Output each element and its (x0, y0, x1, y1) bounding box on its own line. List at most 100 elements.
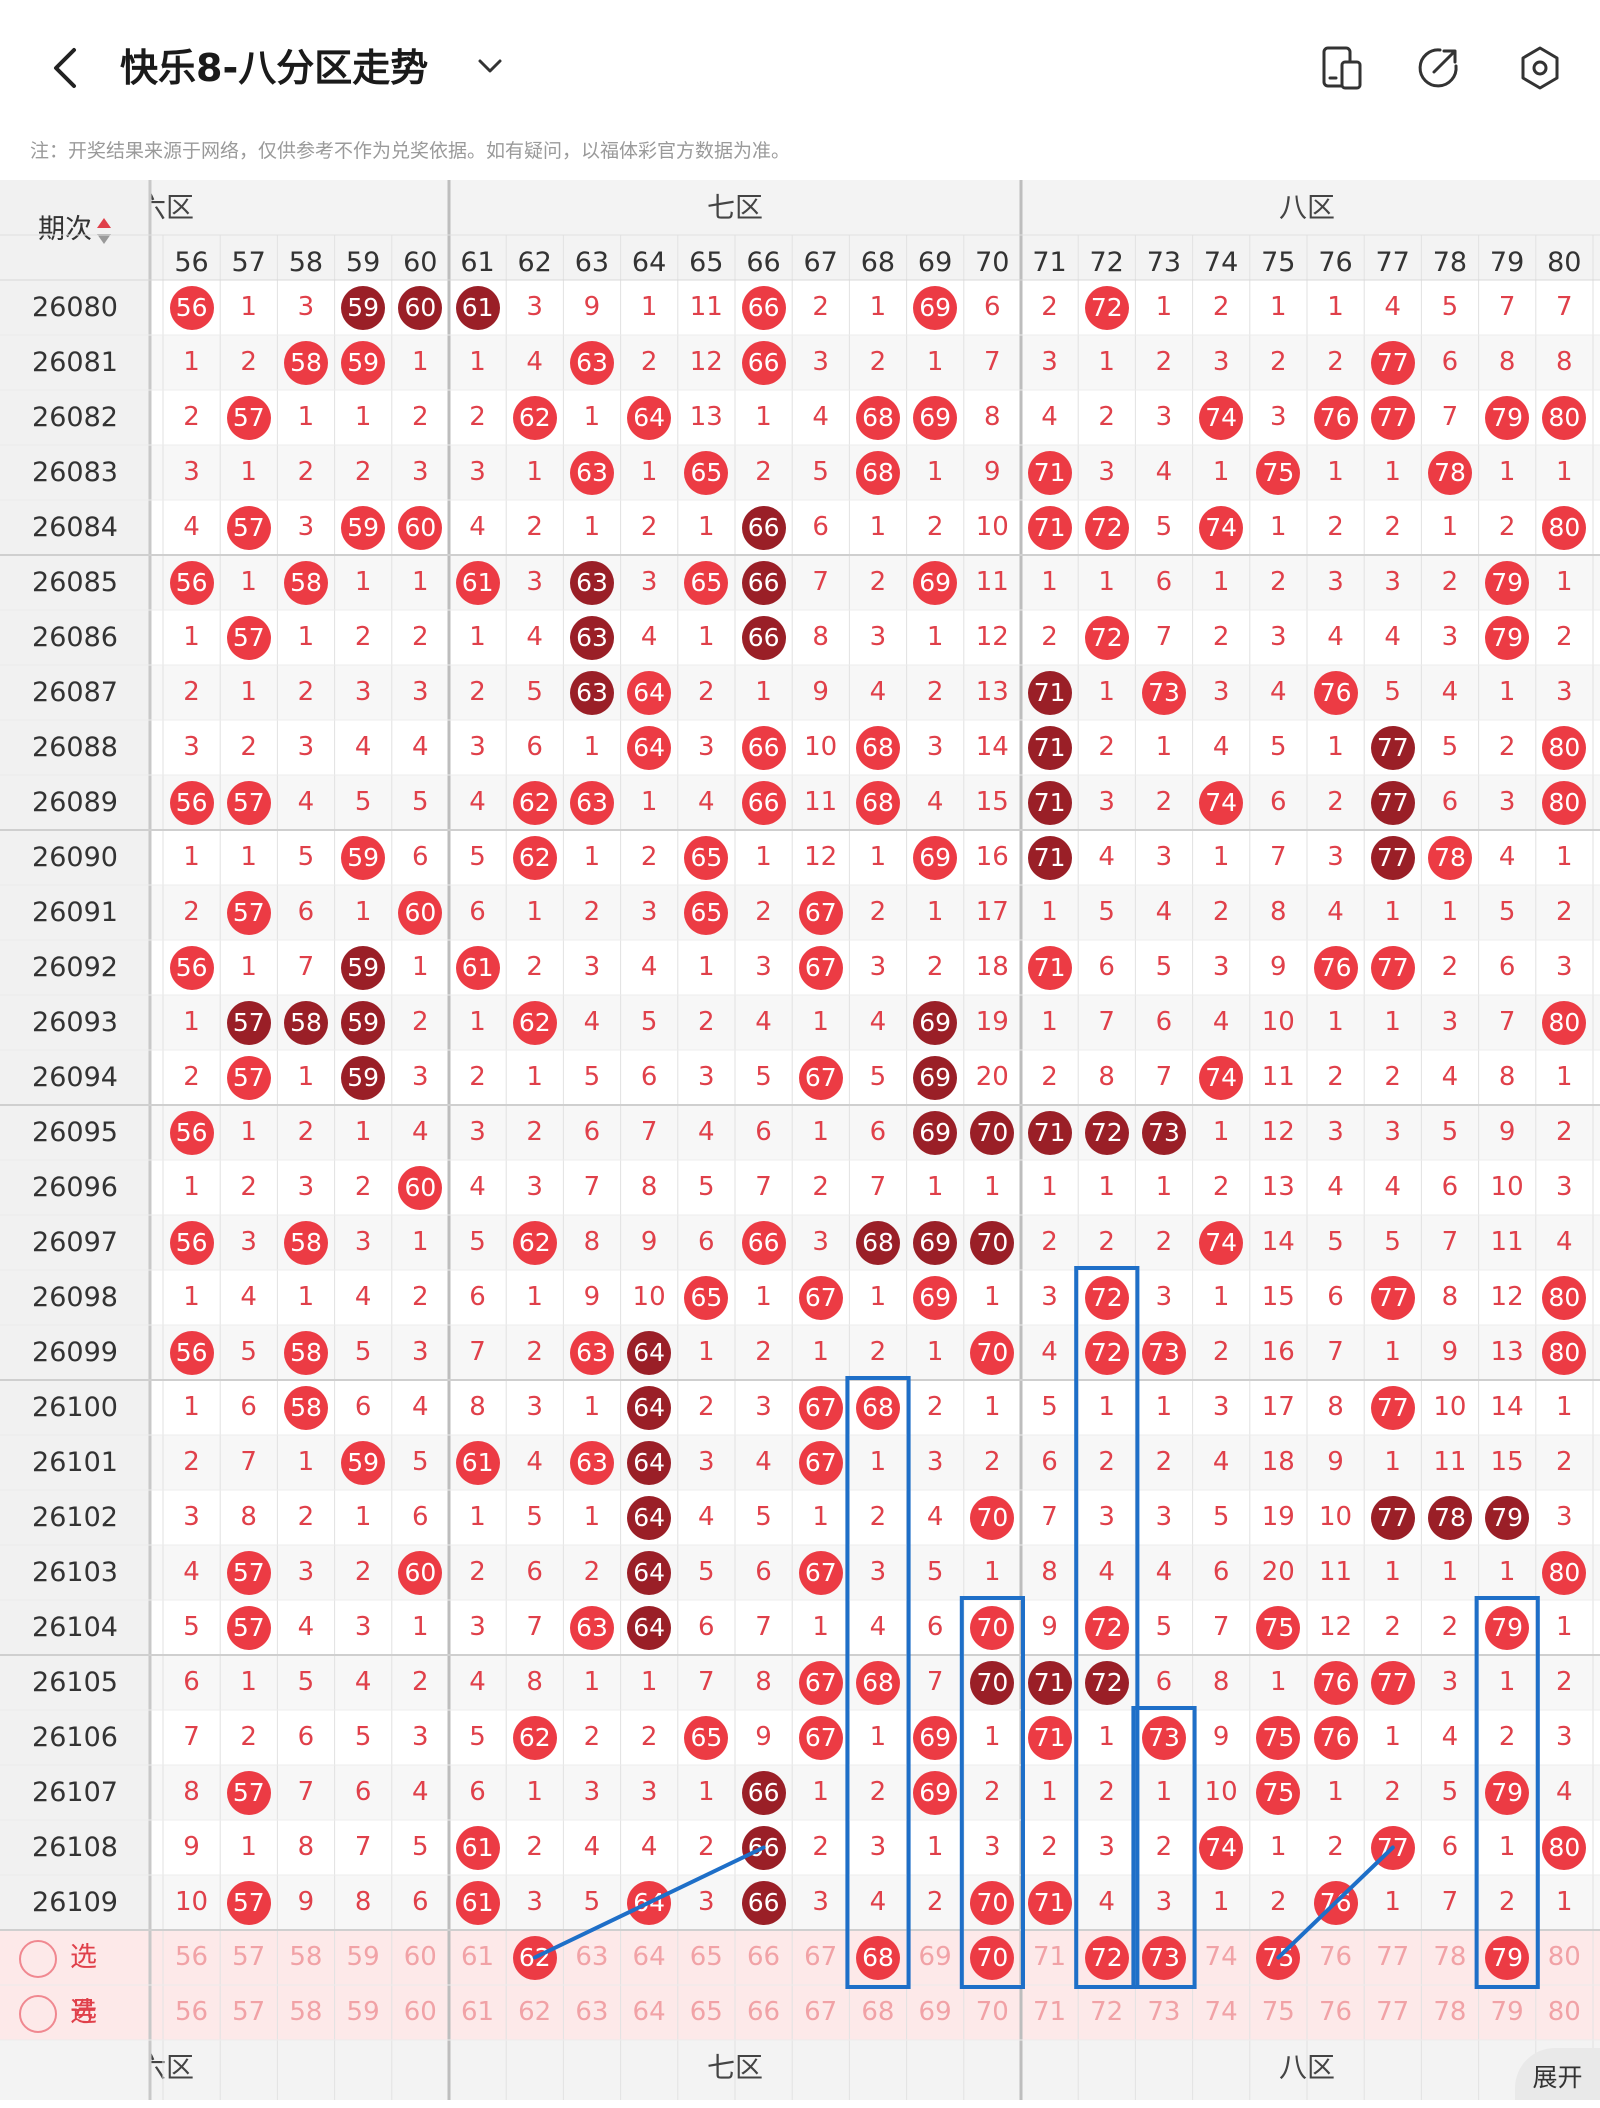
pick-number[interactable]: 65 (689, 1997, 723, 2027)
sort-icon[interactable] (92, 214, 112, 245)
omission-cell: 4 (698, 1502, 715, 1532)
omission-cell: 11 (1318, 1557, 1353, 1587)
pick-number[interactable]: 59 (346, 1997, 380, 2027)
omission-cell: 1 (755, 1282, 772, 1312)
pick-number[interactable]: 75 (1261, 1997, 1295, 2027)
omission-cell: 1 (1441, 512, 1459, 542)
omission-cell: 2 (297, 1117, 315, 1147)
omission-cell: 3 (1327, 842, 1344, 872)
omission-cell: 2 (412, 622, 429, 652)
omission-cell: 12 (1318, 1612, 1353, 1642)
omission-cell: 1 (583, 402, 601, 432)
pick-number[interactable]: 61 (460, 1942, 495, 1972)
pick-number[interactable]: 62 (518, 1997, 552, 2027)
omission-cell: 7 (1041, 1502, 1058, 1532)
drawn-ball: 72 (1084, 1110, 1129, 1155)
pick-number[interactable]: 67 (804, 1942, 838, 1972)
drawn-ball: 68 (856, 395, 900, 440)
pick-number[interactable]: 58 (289, 1997, 323, 2027)
pick-number[interactable]: 70 (975, 1997, 1009, 2027)
omission-cell: 3 (526, 292, 543, 322)
pick-number[interactable]: 71 (1032, 1997, 1067, 2027)
drawn-ball: 80 (1542, 725, 1587, 770)
expand-button[interactable]: 展开 (1515, 2048, 1600, 2100)
pick-radio[interactable] (19, 1995, 57, 2033)
pick-number[interactable]: 68 (861, 1997, 895, 2027)
pick-number[interactable]: 71 (1032, 1942, 1067, 1972)
device-icon[interactable] (1314, 40, 1370, 96)
omission-cell: 2 (526, 512, 543, 542)
drawn-ball: 66 (741, 285, 786, 330)
drawn-ball: 75 (1256, 1770, 1301, 1815)
pick-number[interactable]: 80 (1547, 1942, 1581, 1972)
pick-number[interactable]: 64 (632, 1997, 666, 2027)
omission-cell: 8 (297, 1832, 315, 1862)
drawn-ball: 59 (341, 505, 386, 550)
pick-number[interactable]: 79 (1490, 1997, 1524, 2027)
period-header[interactable]: 期次 (0, 180, 150, 280)
omission-cell: 7 (1441, 1887, 1459, 1917)
pick-number[interactable]: 66 (746, 1997, 781, 2027)
omission-cell: 6 (1270, 787, 1287, 817)
drawn-ball: 75 (1256, 450, 1301, 495)
drawn-ball: 68 (856, 725, 900, 770)
period-cell: 26096 (32, 1172, 118, 1203)
pick-number[interactable]: 73 (1147, 1997, 1181, 2027)
omission-cell: 8 (1270, 897, 1287, 927)
pick-number[interactable]: 78 (1433, 1997, 1467, 2027)
omission-cell: 1 (240, 1667, 257, 1697)
pick-number[interactable]: 58 (289, 1942, 323, 1972)
omission-cell: 16 (975, 842, 1009, 872)
pick-number[interactable]: 57 (232, 1942, 266, 1972)
pick-number[interactable]: 69 (918, 1997, 952, 2027)
omission-cell: 8 (1327, 1392, 1344, 1422)
omission-cell: 1 (755, 842, 772, 872)
omission-cell: 1 (1327, 292, 1344, 322)
drawn-ball: 69 (913, 1110, 958, 1155)
pick-number[interactable]: 69 (918, 1942, 952, 1972)
pick-number[interactable]: 67 (804, 1997, 838, 2027)
pick-number[interactable]: 76 (1318, 1997, 1353, 2027)
omission-cell: 9 (1498, 1117, 1516, 1147)
drawn-ball: 64 (627, 1605, 672, 1650)
pick-number[interactable]: 74 (1204, 1997, 1238, 2027)
omission-cell: 3 (412, 1337, 429, 1367)
pick-number[interactable]: 78 (1433, 1942, 1467, 1972)
page-title[interactable]: 快乐8-八分区走势 (120, 46, 429, 90)
pick-number[interactable]: 56 (174, 1942, 209, 1972)
omission-cell: 2 (1212, 897, 1230, 927)
pick-number[interactable]: 72 (1090, 1997, 1124, 2027)
omission-cell: 1 (526, 1282, 543, 1312)
omission-cell: 2 (240, 347, 257, 377)
chevron-down-icon[interactable] (470, 46, 510, 86)
omission-cell: 6 (183, 1667, 200, 1697)
drawn-ball: 63 (570, 780, 614, 825)
period-cell: 26084 (32, 512, 118, 543)
share-icon[interactable] (1410, 40, 1466, 96)
pick-number[interactable]: 60 (403, 1997, 437, 2027)
pick-number[interactable]: 60 (403, 1942, 437, 1972)
omission-cell: 3 (469, 1117, 486, 1147)
omission-cell: 7 (469, 1337, 486, 1367)
pick-number[interactable]: 77 (1376, 1997, 1410, 2027)
drawn-ball: 73 (1142, 1110, 1186, 1155)
back-icon[interactable] (40, 38, 92, 98)
omission-cell: 10 (174, 1887, 209, 1917)
pick-number[interactable]: 59 (346, 1942, 380, 1972)
pick-number[interactable]: 57 (232, 1997, 266, 2027)
omission-cell: 4 (469, 1172, 486, 1202)
omission-cell: 1 (755, 402, 772, 432)
omission-cell: 1 (1556, 1392, 1573, 1422)
omission-cell: 2 (469, 1062, 486, 1092)
pick-number[interactable]: 63 (575, 1997, 609, 2027)
omission-cell: 4 (926, 1502, 944, 1532)
pick-radio[interactable] (19, 1940, 57, 1978)
pick-number[interactable]: 80 (1547, 1997, 1581, 2027)
omission-cell: 1 (926, 1832, 944, 1862)
settings-icon[interactable] (1512, 40, 1568, 96)
omission-cell: 14 (975, 732, 1009, 762)
pick-number[interactable]: 61 (460, 1997, 495, 2027)
pick-number[interactable]: 56 (174, 1997, 209, 2027)
omission-cell: 1 (1041, 897, 1058, 927)
pick-number[interactable]: 74 (1204, 1942, 1238, 1972)
